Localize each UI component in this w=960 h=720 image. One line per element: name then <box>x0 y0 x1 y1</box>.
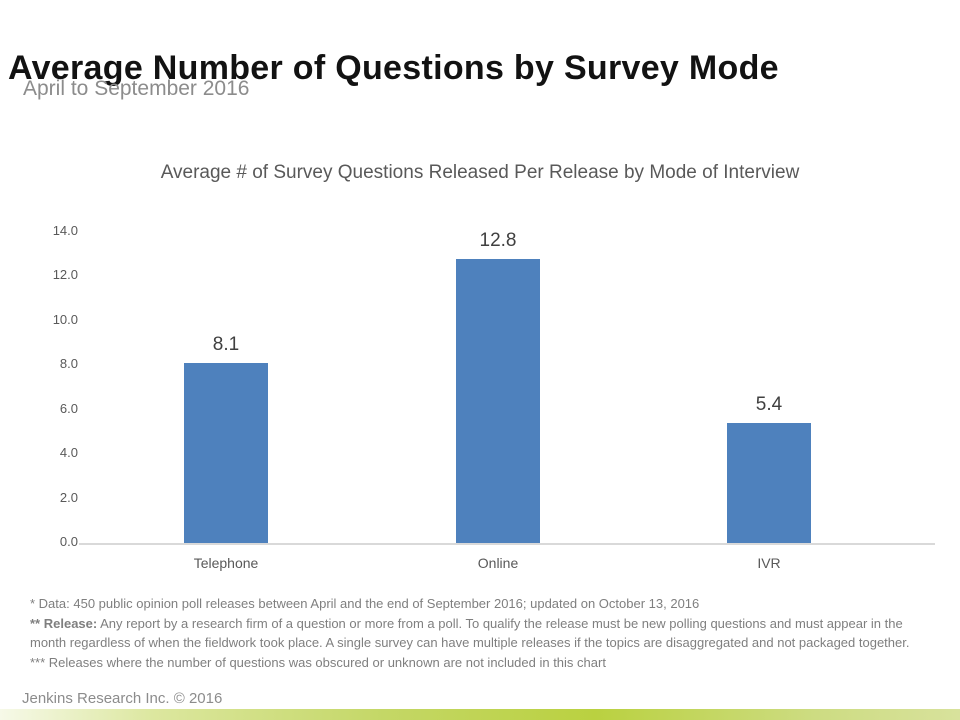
bottom-accent-bar <box>0 709 960 720</box>
slide-subtitle: April to September 2016 <box>23 77 250 100</box>
bar-telephone <box>184 363 268 543</box>
y-axis-tick-label: 4.0 <box>59 445 78 461</box>
bar-value-label: 12.8 <box>479 230 517 251</box>
y-axis-tick-label: 2.0 <box>59 489 78 505</box>
footer-credit: Jenkins Research Inc. © 2016 <box>22 690 223 707</box>
y-axis-tick-label: 8.0 <box>59 356 78 372</box>
bar-value-label: 8.1 <box>212 334 240 355</box>
category-label-ivr: IVR <box>757 555 781 571</box>
footnote-release: ** Release: Any report by a research fir… <box>30 614 936 653</box>
bar-ivr <box>727 423 811 543</box>
y-axis-tick-label: 10.0 <box>52 311 78 327</box>
chart-title: Average # of Survey Questions Released P… <box>160 162 800 183</box>
y-axis-tick-label: 6.0 <box>59 400 78 416</box>
bar-chart: Average # of Survey Questions Released P… <box>0 150 960 590</box>
footnote-text: * Data: 450 public opinion poll releases… <box>30 596 700 611</box>
category-label-online: Online <box>477 555 519 571</box>
bar-value-label: 5.4 <box>755 394 783 415</box>
footnote-exclusions: *** Releases where the number of questio… <box>30 653 936 673</box>
y-axis-tick-label: 0.0 <box>59 534 78 549</box>
slide-title: Average Number of Questions by Survey Mo… <box>8 48 779 87</box>
bar-online <box>456 259 540 543</box>
category-label-telephone: Telephone <box>193 555 259 571</box>
footnote-data: * Data: 450 public opinion poll releases… <box>30 594 936 614</box>
footnote-bold: ** Release: <box>30 615 98 631</box>
footnote-text: *** Releases where the number of questio… <box>30 654 606 670</box>
footnotes: * Data: 450 public opinion poll releases… <box>30 594 936 672</box>
x-axis-line <box>79 543 935 545</box>
y-axis-tick-label: 14.0 <box>52 223 78 238</box>
y-axis-tick-label: 12.0 <box>52 267 78 283</box>
footnote-text: Any report by a research firm of a quest… <box>30 615 910 651</box>
